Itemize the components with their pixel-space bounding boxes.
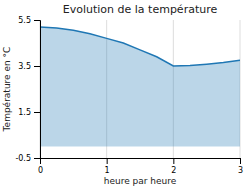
- tick-mark: [34, 112, 40, 113]
- title: Evolution de la température: [63, 3, 218, 16]
- tick: 3.5: [18, 62, 40, 71]
- tick-label: 1: [105, 166, 110, 175]
- tick-label: -0.5: [15, 154, 31, 163]
- tick: 2: [171, 158, 176, 175]
- y-axis-title: Température en °C: [2, 47, 12, 133]
- tick: -0.5: [15, 154, 40, 163]
- tick-label: 3: [238, 166, 243, 175]
- tick-label: 0: [38, 166, 43, 175]
- axis-line: [34, 21, 41, 159]
- tick-label: 3.5: [18, 62, 31, 71]
- tick-mark: [34, 66, 40, 67]
- tick: 3: [238, 158, 243, 175]
- line: [40, 27, 240, 66]
- tick-label: 5.5: [18, 16, 31, 25]
- x-axis: 0 1 2 3: [38, 158, 243, 175]
- area: [40, 27, 240, 147]
- axis-line: [41, 159, 241, 165]
- tick-label: 2: [171, 166, 176, 175]
- tick-mark: [34, 20, 40, 21]
- grid: [40, 20, 240, 158]
- tick: 1: [105, 158, 110, 175]
- chart: 0 1 2 3 -0.5 1.5 3.5 5.5 Evolution de la tempéra…: [0, 0, 250, 188]
- tick-label: 1.5: [18, 108, 31, 117]
- marks: [40, 27, 240, 147]
- x-axis-title: heure par heure: [104, 176, 177, 186]
- tick: 5.5: [18, 16, 40, 25]
- plot-area: 0 1 2 3 -0.5 1.5 3.5 5.5: [15, 16, 243, 175]
- tick-mark: [240, 158, 241, 164]
- tick: 1.5: [18, 108, 40, 117]
- tick: 0: [38, 158, 43, 175]
- tick-mark: [34, 158, 40, 159]
- y-axis: -0.5 1.5 3.5 5.5: [15, 16, 40, 163]
- tick-mark: [107, 158, 108, 164]
- tick-mark: [173, 158, 174, 164]
